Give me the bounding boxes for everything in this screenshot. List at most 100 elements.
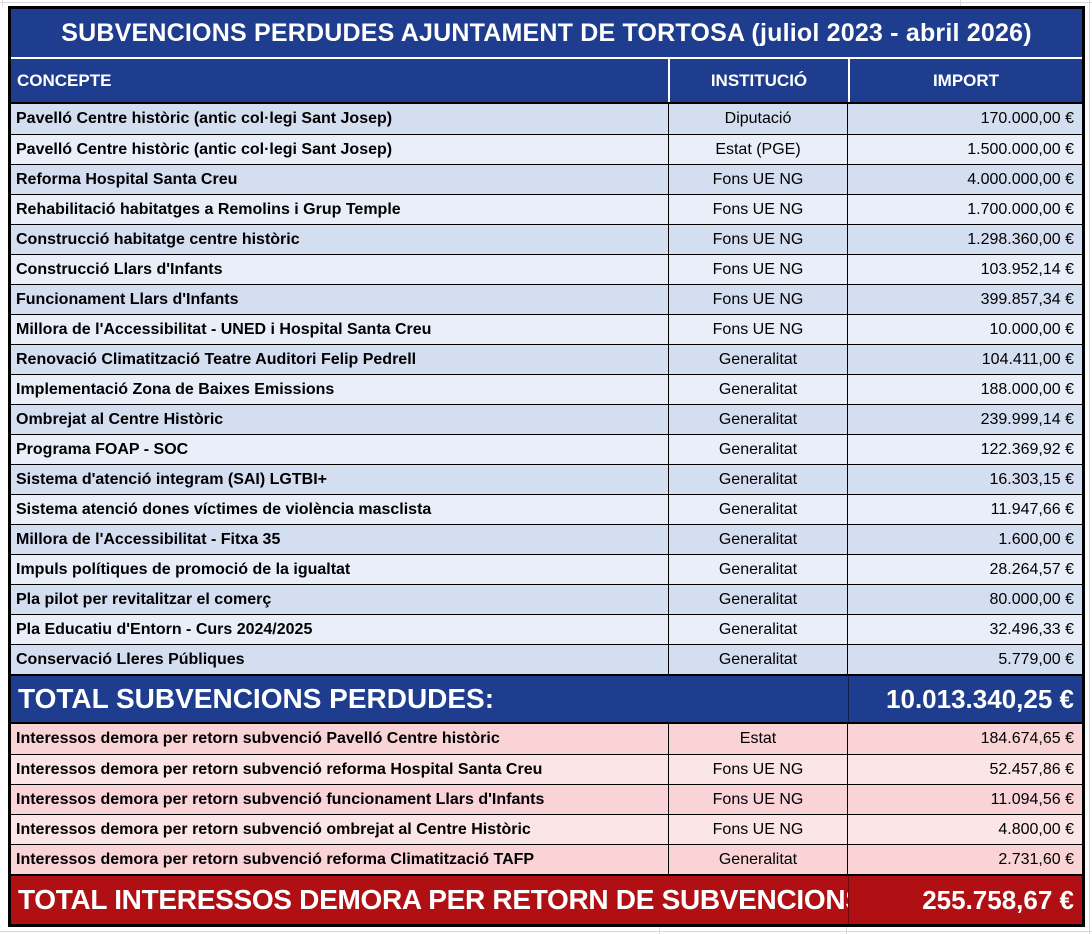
table-row: Pavelló Centre històric (antic col·legi … xyxy=(11,104,1082,134)
subsidy-rows: Pavelló Centre històric (antic col·legi … xyxy=(11,104,1082,674)
institution-cell: Generalitat xyxy=(668,615,848,644)
concept-cell: Reforma Hospital Santa Creu xyxy=(11,165,668,194)
institution-cell: Generalitat xyxy=(668,555,848,584)
concept-cell: Pla Educatiu d'Entorn - Curs 2024/2025 xyxy=(11,615,668,644)
table-row: Pla Educatiu d'Entorn - Curs 2024/2025 G… xyxy=(11,614,1082,644)
concept-cell: Construcció habitatge centre històric xyxy=(11,225,668,254)
total-subvencions-label: TOTAL SUBVENCIONS PERDUDES: xyxy=(18,683,495,714)
interest-rows: Interessos demora per retorn subvenció P… xyxy=(11,724,1082,874)
institution-cell: Estat (PGE) xyxy=(668,135,848,164)
concept-cell: Implementació Zona de Baixes Emissions xyxy=(11,375,668,404)
subsidies-table: SUBVENCIONS PERDUDES AJUNTAMENT DE TORTO… xyxy=(8,6,1085,927)
institution-cell: Fons UE NG xyxy=(668,785,848,814)
institution-cell: Fons UE NG xyxy=(668,255,848,284)
concept-cell: Funcionament Llars d'Infants xyxy=(11,285,668,314)
table-row: Interessos demora per retorn subvenció r… xyxy=(11,754,1082,784)
institution-cell: Fons UE NG xyxy=(668,285,848,314)
table-row: Millora de l'Accessibilitat - UNED i Hos… xyxy=(11,314,1082,344)
institution-cell: Generalitat xyxy=(668,465,848,494)
table-row: Construcció Llars d'Infants Fons UE NG 1… xyxy=(11,254,1082,284)
import-cell: 1.600,00 € xyxy=(848,525,1082,554)
import-cell: 16.303,15 € xyxy=(848,465,1082,494)
total-subvencions-row: TOTAL SUBVENCIONS PERDUDES: 10.013.340,2… xyxy=(11,674,1082,724)
import-cell: 11.947,66 € xyxy=(848,495,1082,524)
import-cell: 2.731,60 € xyxy=(848,845,1082,874)
gridline-top-mid xyxy=(960,0,961,6)
table-row: Interessos demora per retorn subvenció f… xyxy=(11,784,1082,814)
column-header-concepte: CONCEPTE xyxy=(11,59,668,102)
institution-cell: Generalitat xyxy=(668,345,848,374)
institution-cell: Generalitat xyxy=(668,525,848,554)
total-subvencions-amount: 10.013.340,25 € xyxy=(848,676,1082,722)
table-row: Renovació Climatització Teatre Auditori … xyxy=(11,344,1082,374)
institution-cell: Generalitat xyxy=(668,585,848,614)
table-row: Construcció habitatge centre històric Fo… xyxy=(11,224,1082,254)
table-row: Rehabilitació habitatges a Remolins i Gr… xyxy=(11,194,1082,224)
table-row: Interessos demora per retorn subvenció P… xyxy=(11,724,1082,754)
institution-cell: Fons UE NG xyxy=(668,755,848,784)
institution-cell: Diputació xyxy=(668,104,848,134)
gridline-top xyxy=(0,2,1092,3)
table-row: Interessos demora per retorn subvenció r… xyxy=(11,844,1082,874)
import-cell: 399.857,34 € xyxy=(848,285,1082,314)
table-row: Reforma Hospital Santa Creu Fons UE NG 4… xyxy=(11,164,1082,194)
table-row: Conservació Lleres Públiques Generalitat… xyxy=(11,644,1082,674)
concept-cell: Renovació Climatització Teatre Auditori … xyxy=(11,345,668,374)
table-row: Sistema atenció dones víctimes de violèn… xyxy=(11,494,1082,524)
import-cell: 1.700.000,00 € xyxy=(848,195,1082,224)
institution-cell: Generalitat xyxy=(668,645,848,674)
table-row: Ombrejat al Centre Històric Generalitat … xyxy=(11,404,1082,434)
gridline-below-col1 xyxy=(659,927,660,934)
table-row: Millora de l'Accessibilitat - Fitxa 35 G… xyxy=(11,524,1082,554)
import-cell: 103.952,14 € xyxy=(848,255,1082,284)
institution-cell: Fons UE NG xyxy=(668,225,848,254)
table-row: Sistema d'atenció integram (SAI) LGTBI+ … xyxy=(11,464,1082,494)
import-cell: 5.779,00 € xyxy=(848,645,1082,674)
import-cell: 4.000.000,00 € xyxy=(848,165,1082,194)
concept-cell: Interessos demora per retorn subvenció r… xyxy=(11,845,668,874)
concept-cell: Construcció Llars d'Infants xyxy=(11,255,668,284)
institution-cell: Generalitat xyxy=(668,845,848,874)
concept-cell: Impuls polítiques de promoció de la igua… xyxy=(11,555,668,584)
table-title-row: SUBVENCIONS PERDUDES AJUNTAMENT DE TORTO… xyxy=(11,9,1082,59)
institution-cell: Generalitat xyxy=(668,405,848,434)
institution-cell: Fons UE NG xyxy=(668,195,848,224)
institution-cell: Fons UE NG xyxy=(668,165,848,194)
concept-cell: Interessos demora per retorn subvenció f… xyxy=(11,785,668,814)
institution-cell: Estat xyxy=(668,724,848,754)
import-cell: 4.800,00 € xyxy=(848,815,1082,844)
table-row: Pla pilot per revitalitzar el comerç Gen… xyxy=(11,584,1082,614)
concept-cell: Sistema d'atenció integram (SAI) LGTBI+ xyxy=(11,465,668,494)
institution-cell: Generalitat xyxy=(668,435,848,464)
column-header-institucio: INSTITUCIÓ xyxy=(668,59,848,102)
concept-cell: Pavelló Centre històric (antic col·legi … xyxy=(11,135,668,164)
import-cell: 10.000,00 € xyxy=(848,315,1082,344)
column-header-import: IMPORT xyxy=(848,59,1082,102)
table-row: Pavelló Centre històric (antic col·legi … xyxy=(11,134,1082,164)
concept-cell: Sistema atenció dones víctimes de violèn… xyxy=(11,495,668,524)
import-cell: 80.000,00 € xyxy=(848,585,1082,614)
concept-cell: Millora de l'Accessibilitat - UNED i Hos… xyxy=(11,315,668,344)
gridline-bottom xyxy=(0,931,1092,932)
import-cell: 184.674,65 € xyxy=(848,724,1082,754)
table-title: SUBVENCIONS PERDUDES AJUNTAMENT DE TORTO… xyxy=(61,18,1032,47)
gridline-top-left xyxy=(2,0,3,6)
institution-cell: Generalitat xyxy=(668,495,848,524)
table-row: Implementació Zona de Baixes Emissions G… xyxy=(11,374,1082,404)
concept-cell: Ombrejat al Centre Històric xyxy=(11,405,668,434)
concept-cell: Interessos demora per retorn subvenció P… xyxy=(11,724,668,754)
concept-cell: Interessos demora per retorn subvenció o… xyxy=(11,815,668,844)
column-header-row: CONCEPTE INSTITUCIÓ IMPORT xyxy=(11,59,1082,104)
concept-cell: Pla pilot per revitalitzar el comerç xyxy=(11,585,668,614)
institution-cell: Fons UE NG xyxy=(668,815,848,844)
table-row: Programa FOAP - SOC Generalitat 122.369,… xyxy=(11,434,1082,464)
total-interessos-row: TOTAL INTERESSOS DEMORA PER RETORN DE SU… xyxy=(11,874,1082,924)
import-cell: 239.999,14 € xyxy=(848,405,1082,434)
institution-cell: Fons UE NG xyxy=(668,315,848,344)
concept-cell: Interessos demora per retorn subvenció r… xyxy=(11,755,668,784)
import-cell: 52.457,86 € xyxy=(848,755,1082,784)
import-cell: 32.496,33 € xyxy=(848,615,1082,644)
import-cell: 1.298.360,00 € xyxy=(848,225,1082,254)
import-cell: 104.411,00 € xyxy=(848,345,1082,374)
concept-cell: Conservació Lleres Públiques xyxy=(11,645,668,674)
